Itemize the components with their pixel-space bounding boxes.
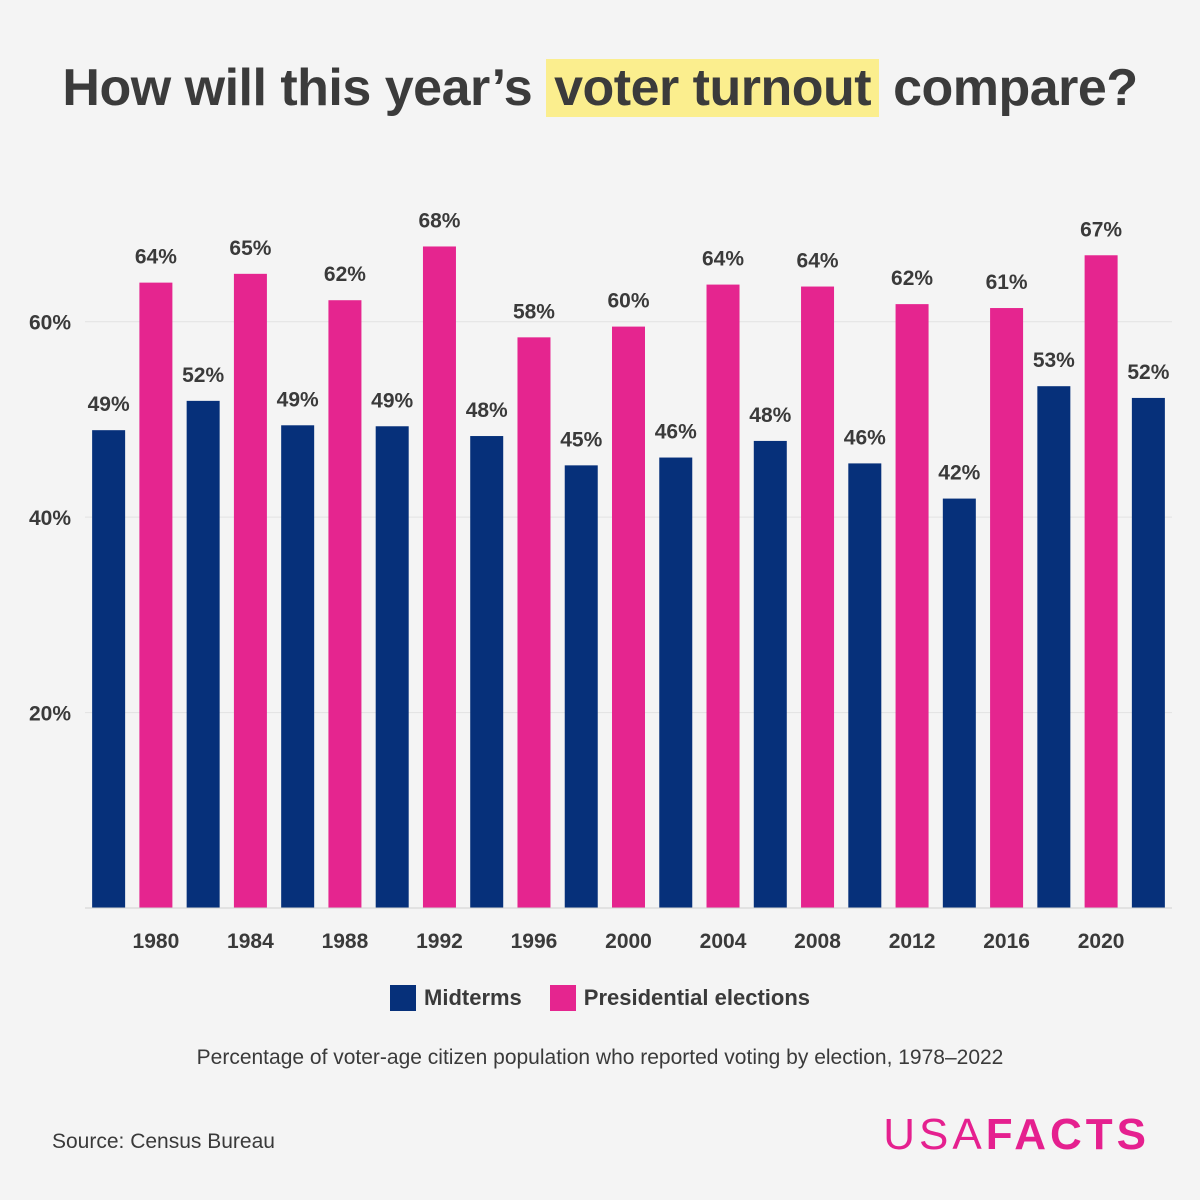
x-tick-label-2016: 2016 [983, 930, 1030, 953]
bar-presidential-2008 [801, 286, 835, 909]
title-before: How will this year’s [62, 59, 533, 117]
data-label-presidential-1988: 62% [324, 263, 366, 286]
title-highlight: voter turnout [546, 59, 880, 117]
title-after: compare? [893, 59, 1138, 117]
data-label-presidential-2012: 62% [891, 267, 933, 290]
data-label-presidential-2008: 64% [797, 250, 839, 273]
data-label-midterms-1990: 49% [371, 389, 413, 412]
bar-midterms-2002 [659, 457, 693, 908]
x-tick-label-2012: 2012 [889, 930, 936, 953]
data-label-midterms-1978: 49% [88, 393, 130, 416]
data-label-presidential-1980: 64% [135, 246, 177, 269]
data-label-presidential-2000: 60% [607, 290, 649, 313]
bar-chart: 20% 40% 60% 49% 52% 49% 49% 48% 45% 46% 48% 46% 42% 5… [29, 209, 1172, 953]
bar-presidential-2000 [612, 326, 645, 909]
bar-midterms-1982 [186, 400, 220, 908]
x-tick-label-2020: 2020 [1078, 930, 1125, 953]
data-label-midterms-2014: 42% [938, 462, 980, 485]
data-label-midterms-1982: 52% [182, 364, 224, 387]
data-label-midterms-2022: 52% [1127, 361, 1169, 384]
legend: Midterms Presidential elections [0, 985, 1200, 1011]
data-label-midterms-2002: 46% [655, 421, 697, 444]
legend-label-presidential: Presidential elections [583, 985, 810, 1010]
x-tick-label-2004: 2004 [700, 930, 747, 953]
x-tick-label-1984: 1984 [227, 930, 274, 953]
bar-midterms-1986 [281, 425, 315, 908]
data-label-midterms-2006: 48% [749, 404, 791, 427]
data-label-presidential-2020: 67% [1080, 218, 1122, 241]
data-label-presidential-1996: 58% [513, 300, 555, 323]
x-tick-label-1980: 1980 [133, 930, 180, 953]
source-note: Source: Census Bureau [52, 1130, 275, 1153]
bar-presidential-1996 [517, 337, 551, 908]
legend-item-presidential: Presidential elections [549, 985, 810, 1011]
x-tick-label-1988: 1988 [322, 930, 369, 953]
bar-midterms-1990 [375, 426, 409, 908]
x-tick-label-1992: 1992 [416, 930, 463, 953]
bar-midterms-2022 [1131, 397, 1165, 908]
bar-presidential-1988 [328, 300, 362, 908]
data-label-midterms-2010: 46% [844, 426, 886, 449]
data-label-midterms-1998: 45% [560, 428, 602, 451]
bar-presidential-2012 [895, 304, 929, 908]
legend-swatch-midterms [390, 985, 416, 1011]
bar-midterms-1994 [470, 436, 504, 908]
bar-midterms-1998 [564, 465, 598, 908]
logo-facts: FACTS [985, 1110, 1150, 1159]
bar-presidential-2016 [990, 308, 1024, 908]
data-label-midterms-1986: 49% [277, 388, 319, 411]
data-label-midterms-1994: 48% [466, 399, 508, 422]
bar-presidential-1992 [422, 246, 456, 908]
data-label-midterms-2018: 53% [1033, 349, 1075, 372]
usafacts-logo: USAFACTS [883, 1110, 1150, 1160]
chart-subtitle: Percentage of voter-age citizen populati… [196, 1046, 1004, 1069]
x-tick-label-1996: 1996 [511, 930, 558, 953]
bar-presidential-2020 [1084, 255, 1118, 909]
bar-presidential-1980 [139, 282, 173, 909]
bar-midterms-1978 [92, 430, 126, 908]
bar-midterms-2006 [753, 440, 787, 908]
y-tick-label-40: 40% [29, 507, 71, 530]
bar-midterms-2018 [1037, 386, 1071, 909]
bar-presidential-1984 [233, 273, 267, 908]
legend-label-midterms: Midterms [424, 985, 522, 1010]
data-label-presidential-1992: 68% [418, 209, 460, 232]
data-label-presidential-2016: 61% [986, 271, 1028, 294]
legend-swatch-presidential [549, 985, 576, 1011]
bar-midterms-2010 [848, 463, 882, 908]
chart-title: How will this year’s voter turnout compa… [0, 58, 1200, 118]
bar-midterms-2014 [942, 498, 976, 908]
y-tick-label-20: 20% [29, 703, 71, 726]
legend-item-midterms: Midterms [390, 985, 522, 1011]
bar-presidential-2004 [706, 284, 740, 908]
logo-usa: USA [883, 1110, 986, 1159]
data-label-presidential-2004: 64% [702, 248, 744, 271]
data-label-presidential-1984: 65% [229, 237, 271, 260]
x-tick-label-2008: 2008 [794, 930, 841, 953]
y-tick-label-60: 60% [29, 312, 71, 335]
x-tick-label-2000: 2000 [605, 930, 652, 953]
